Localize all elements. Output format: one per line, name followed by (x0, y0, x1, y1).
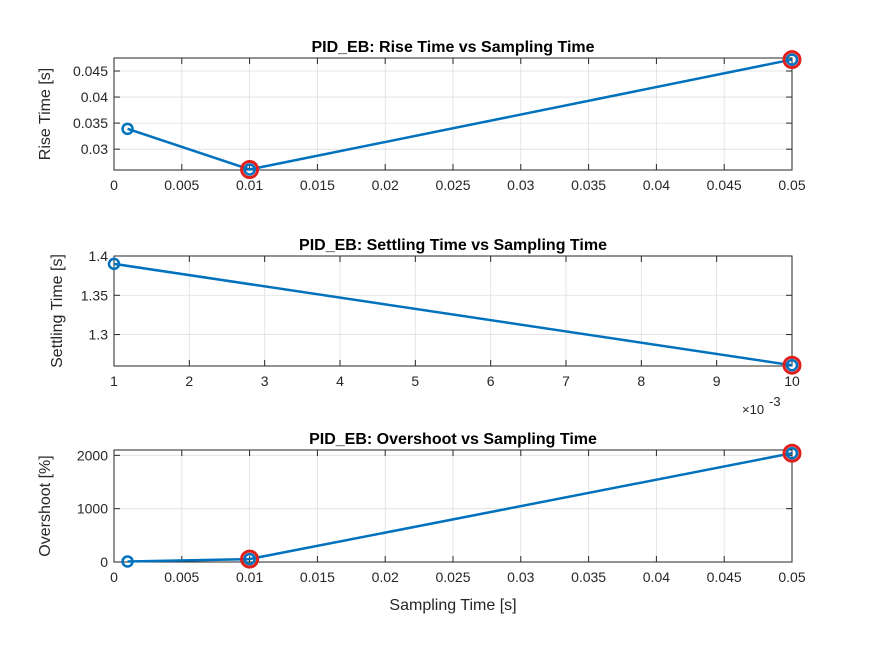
data-point-marker (121, 555, 134, 568)
y-tick-label: 0 (100, 554, 108, 570)
data-point-marker (785, 53, 799, 66)
x-tick-label: 0.03 (507, 177, 534, 193)
x-tick-label: 0.045 (707, 569, 742, 585)
highlight-marker (782, 355, 802, 375)
y-tick-label: 1.4 (89, 248, 109, 264)
x-tick-label: 2 (185, 373, 193, 389)
y-axis-label: Rise Time [s] (37, 68, 54, 160)
highlight-marker (240, 549, 260, 569)
x-tick-label: 8 (637, 373, 645, 389)
x-tick-label: 7 (562, 373, 570, 389)
x-tick-label: 9 (713, 373, 721, 389)
x-tick-label: 0.05 (778, 177, 805, 193)
x-tick-label: 0.04 (643, 569, 670, 585)
x-tick-label: 0.03 (507, 569, 534, 585)
x-tick-label: 0.045 (707, 177, 742, 193)
x-tick-label: 0.035 (571, 177, 606, 193)
x-tick-label: 0.02 (372, 569, 399, 585)
y-axis-label: Settling Time [s] (49, 254, 66, 368)
x-tick-label: 6 (487, 373, 495, 389)
y-tick-label: 0.03 (81, 141, 108, 157)
data-point-marker (107, 257, 121, 271)
x-tick-label: 10 (784, 373, 800, 389)
series-line (127, 58, 793, 171)
chart-title: PID_EB: Rise Time vs Sampling Time (311, 39, 594, 56)
y-axis-label: Overshoot [%] (37, 455, 54, 556)
y-tick-label: 1000 (77, 501, 108, 517)
x-exponent-label: ×10 (742, 402, 764, 417)
x-tick-label: 4 (336, 373, 344, 389)
chart-title: PID_EB: Settling Time vs Sampling Time (299, 237, 607, 254)
x-tick-label: 0.015 (300, 177, 335, 193)
x-tick-label: 0.04 (643, 177, 670, 193)
x-tick-label: 0.015 (300, 569, 335, 585)
y-tick-label: 1.3 (89, 327, 109, 343)
x-tick-label: 0.02 (372, 177, 399, 193)
series-line (113, 262, 793, 367)
y-tick-label: 0.045 (73, 63, 108, 79)
x-exponent-power: -3 (769, 394, 781, 409)
chart-title: PID_EB: Overshoot vs Sampling Time (309, 431, 597, 448)
x-tick-label: 5 (411, 373, 419, 389)
y-tick-label: 2000 (77, 447, 108, 463)
y-tick-label: 0.04 (81, 89, 108, 105)
x-tick-label: 0 (110, 569, 118, 585)
y-tick-label: 1.35 (81, 287, 108, 303)
series-line (127, 451, 793, 563)
x-tick-label: 1 (110, 373, 118, 389)
x-tick-label: 0.05 (778, 569, 805, 585)
x-tick-label: 0.035 (571, 569, 606, 585)
x-tick-label: 0 (110, 177, 118, 193)
data-point-marker (243, 552, 256, 566)
data-point-marker (243, 163, 256, 176)
highlight-marker (782, 50, 802, 70)
x-tick-label: 3 (261, 373, 269, 389)
x-tick-label: 0.025 (435, 177, 470, 193)
axes-box (113, 255, 793, 367)
y-tick-label: 0.035 (73, 115, 108, 131)
x-tick-label: 0.005 (164, 569, 199, 585)
highlight-marker (240, 159, 260, 179)
data-point-marker (785, 446, 799, 460)
x-tick-label: 0.01 (236, 569, 263, 585)
x-tick-label: 0.025 (435, 569, 470, 585)
x-axis-label: Sampling Time [s] (389, 597, 516, 614)
data-point-marker (785, 358, 799, 372)
x-tick-label: 0.005 (164, 177, 199, 193)
highlight-marker (782, 443, 802, 463)
data-point-marker (121, 122, 134, 136)
x-tick-label: 0.01 (236, 177, 263, 193)
